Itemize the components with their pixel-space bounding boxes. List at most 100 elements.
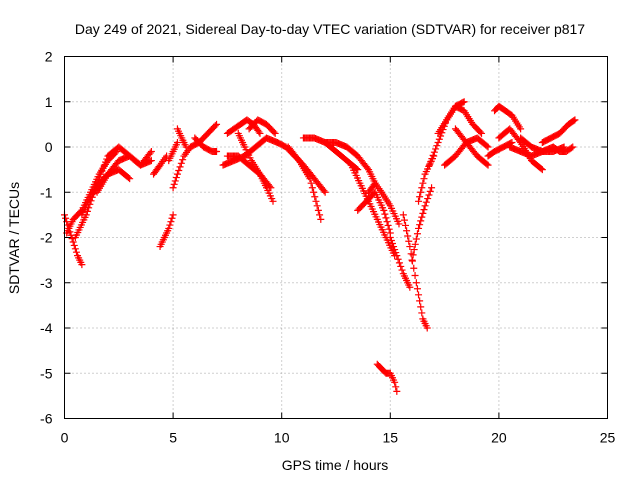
- data-point: [409, 251, 417, 259]
- x-axis-title: GPS time / hours: [282, 457, 389, 473]
- data-point: [126, 175, 134, 183]
- data-point: [419, 209, 427, 217]
- data-point: [410, 264, 418, 272]
- data-point: [423, 324, 431, 332]
- data-point: [169, 184, 177, 192]
- data-point: [179, 156, 187, 164]
- data-point: [100, 161, 108, 169]
- data-point: [417, 303, 425, 311]
- data-point: [405, 237, 413, 245]
- data-point: [411, 272, 419, 280]
- data-point: [69, 238, 77, 246]
- data-point: [308, 184, 316, 192]
- series-arc-6: [150, 152, 171, 178]
- axis-ticks: [64, 56, 608, 419]
- data-point: [312, 197, 320, 205]
- data-point: [168, 214, 176, 222]
- x-tick-label: 10: [274, 430, 290, 446]
- data-point: [484, 143, 492, 151]
- data-point: [394, 255, 402, 263]
- data-point: [418, 184, 426, 192]
- series-arc-7: [156, 211, 177, 251]
- data-point: [399, 211, 407, 219]
- series-arc-5: [93, 152, 155, 196]
- data-point: [428, 184, 436, 192]
- data-point: [320, 187, 328, 195]
- data-point: [68, 235, 76, 243]
- data-point: [413, 230, 421, 238]
- data-point: [147, 157, 155, 165]
- data-point: [124, 174, 132, 182]
- data-point: [169, 211, 177, 219]
- data-point: [425, 161, 433, 169]
- series-arc-25: [373, 360, 401, 395]
- data-point: [404, 232, 412, 240]
- data-point: [255, 128, 263, 136]
- data-point: [387, 237, 395, 245]
- data-point: [70, 241, 78, 249]
- data-point: [102, 158, 110, 166]
- data-point: [391, 378, 399, 386]
- data-point: [176, 163, 184, 171]
- x-tick-label: 15: [383, 430, 399, 446]
- data-point: [429, 151, 437, 159]
- data-point: [172, 174, 180, 182]
- data-point: [412, 235, 420, 243]
- data-point: [417, 188, 425, 196]
- y-tick-label: 1: [45, 94, 53, 110]
- data-point: [413, 285, 421, 293]
- y-tick-label: -3: [40, 275, 53, 291]
- series-arc-29: [415, 152, 438, 205]
- chart-title: Day 249 of 2021, Sidereal Day-to-day VTE…: [75, 21, 585, 37]
- data-point: [418, 213, 426, 221]
- data-point: [402, 221, 410, 229]
- series-arc-12: [191, 134, 221, 156]
- data-point: [388, 240, 396, 248]
- series-arc-26: [386, 234, 414, 291]
- y-tick-label: -6: [40, 411, 53, 427]
- data-point: [417, 217, 425, 225]
- data-point: [294, 155, 302, 163]
- x-tick-label: 0: [61, 430, 69, 446]
- data-point: [425, 191, 433, 199]
- data-point: [435, 135, 443, 143]
- data-point: [306, 175, 314, 183]
- data-point: [98, 167, 106, 175]
- data-point: [567, 144, 575, 152]
- data-point: [271, 129, 279, 137]
- data-point: [460, 98, 468, 106]
- data-point: [420, 206, 428, 214]
- data-point: [569, 143, 577, 151]
- data-point: [416, 297, 424, 305]
- data-point: [321, 188, 329, 196]
- data-point: [392, 249, 400, 257]
- data-point: [426, 187, 434, 195]
- data-point: [427, 158, 435, 166]
- data-point: [313, 202, 321, 210]
- data-point: [415, 291, 423, 299]
- data-point: [418, 309, 426, 317]
- data-point: [398, 266, 406, 274]
- data-point: [311, 193, 319, 201]
- data-point: [393, 387, 401, 395]
- x-tick-label: 20: [491, 430, 507, 446]
- data-point: [382, 214, 390, 222]
- data-point: [147, 148, 155, 156]
- series-arc-34: [451, 125, 492, 169]
- data-point: [415, 224, 423, 232]
- series-arc-24: [365, 179, 403, 228]
- y-tick-label: -2: [40, 230, 53, 246]
- y-axis-tick-labels: 2 1 0 -1 -2 -3 -4 -5 -6: [40, 49, 53, 427]
- data-point: [381, 210, 389, 218]
- plot-frame: [64, 56, 608, 419]
- data-point: [385, 225, 393, 233]
- data-point: [412, 279, 420, 287]
- data-point: [165, 224, 173, 232]
- data-point: [173, 170, 181, 178]
- data-point: [317, 215, 325, 223]
- data-point: [171, 177, 179, 185]
- data-point: [213, 148, 221, 156]
- y-axis-title: SDTVAR / TECUs: [6, 182, 22, 294]
- data-point: [384, 221, 392, 229]
- series-arc-32: [434, 102, 486, 137]
